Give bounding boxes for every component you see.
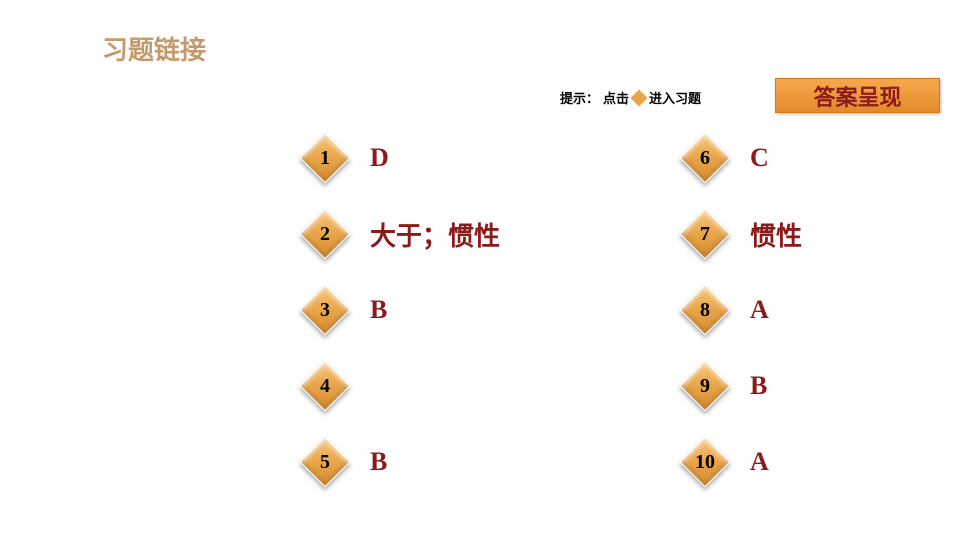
answer-row: 8A (680, 272, 802, 348)
question-diamond[interactable]: 10 (680, 437, 730, 487)
page-title: 习题链接 (102, 30, 206, 67)
question-diamond[interactable]: 7 (680, 209, 730, 259)
answer-text: D (370, 143, 389, 173)
question-number: 7 (680, 209, 730, 259)
answer-text: B (750, 371, 767, 401)
question-number: 4 (300, 361, 350, 411)
left-column: 1D2大于；惯性3B45B (300, 120, 500, 500)
answer-row: 2 大于；惯性 (300, 196, 500, 272)
question-diamond[interactable]: 4 (300, 361, 350, 411)
answer-columns: 1D2大于；惯性3B45B 6C7惯性8A9B10A (0, 120, 960, 500)
hint-after: 进入习题 (649, 88, 701, 107)
answer-text: A (750, 447, 769, 477)
answer-row: 7 惯性 (680, 196, 802, 272)
question-number: 8 (680, 285, 730, 335)
question-number: 9 (680, 361, 730, 411)
hint-text: 提示： 点击 进入习题 (560, 88, 701, 107)
answer-banner-text: 答案呈现 (813, 80, 901, 112)
question-number: 2 (300, 209, 350, 259)
answer-row: 4 (300, 348, 500, 424)
answer-text: C (750, 143, 769, 173)
answer-text: A (750, 295, 769, 325)
answer-text: 大于；惯性 (370, 216, 500, 253)
answer-banner: 答案呈现 (775, 78, 940, 113)
answer-row: 9B (680, 348, 802, 424)
answer-row: 6C (680, 120, 802, 196)
hint-before: 点击 (603, 88, 629, 107)
question-number: 10 (680, 437, 730, 487)
question-diamond[interactable]: 6 (680, 133, 730, 183)
question-number: 3 (300, 285, 350, 335)
question-diamond[interactable]: 2 (300, 209, 350, 259)
question-number: 6 (680, 133, 730, 183)
question-diamond[interactable]: 3 (300, 285, 350, 335)
question-diamond[interactable]: 8 (680, 285, 730, 335)
question-diamond[interactable]: 1 (300, 133, 350, 183)
question-diamond[interactable]: 5 (300, 437, 350, 487)
answer-row: 10 A (680, 424, 802, 500)
answer-row: 1D (300, 120, 500, 196)
question-diamond[interactable]: 9 (680, 361, 730, 411)
answer-row: 3B (300, 272, 500, 348)
answer-row: 5B (300, 424, 500, 500)
answer-text: B (370, 447, 387, 477)
right-column: 6C7惯性8A9B10A (680, 120, 802, 500)
question-number: 1 (300, 133, 350, 183)
question-number: 5 (300, 437, 350, 487)
answer-text: B (370, 295, 387, 325)
hint-prefix: 提示： (560, 88, 599, 107)
answer-text: 惯性 (750, 216, 802, 253)
diamond-icon (631, 89, 648, 106)
